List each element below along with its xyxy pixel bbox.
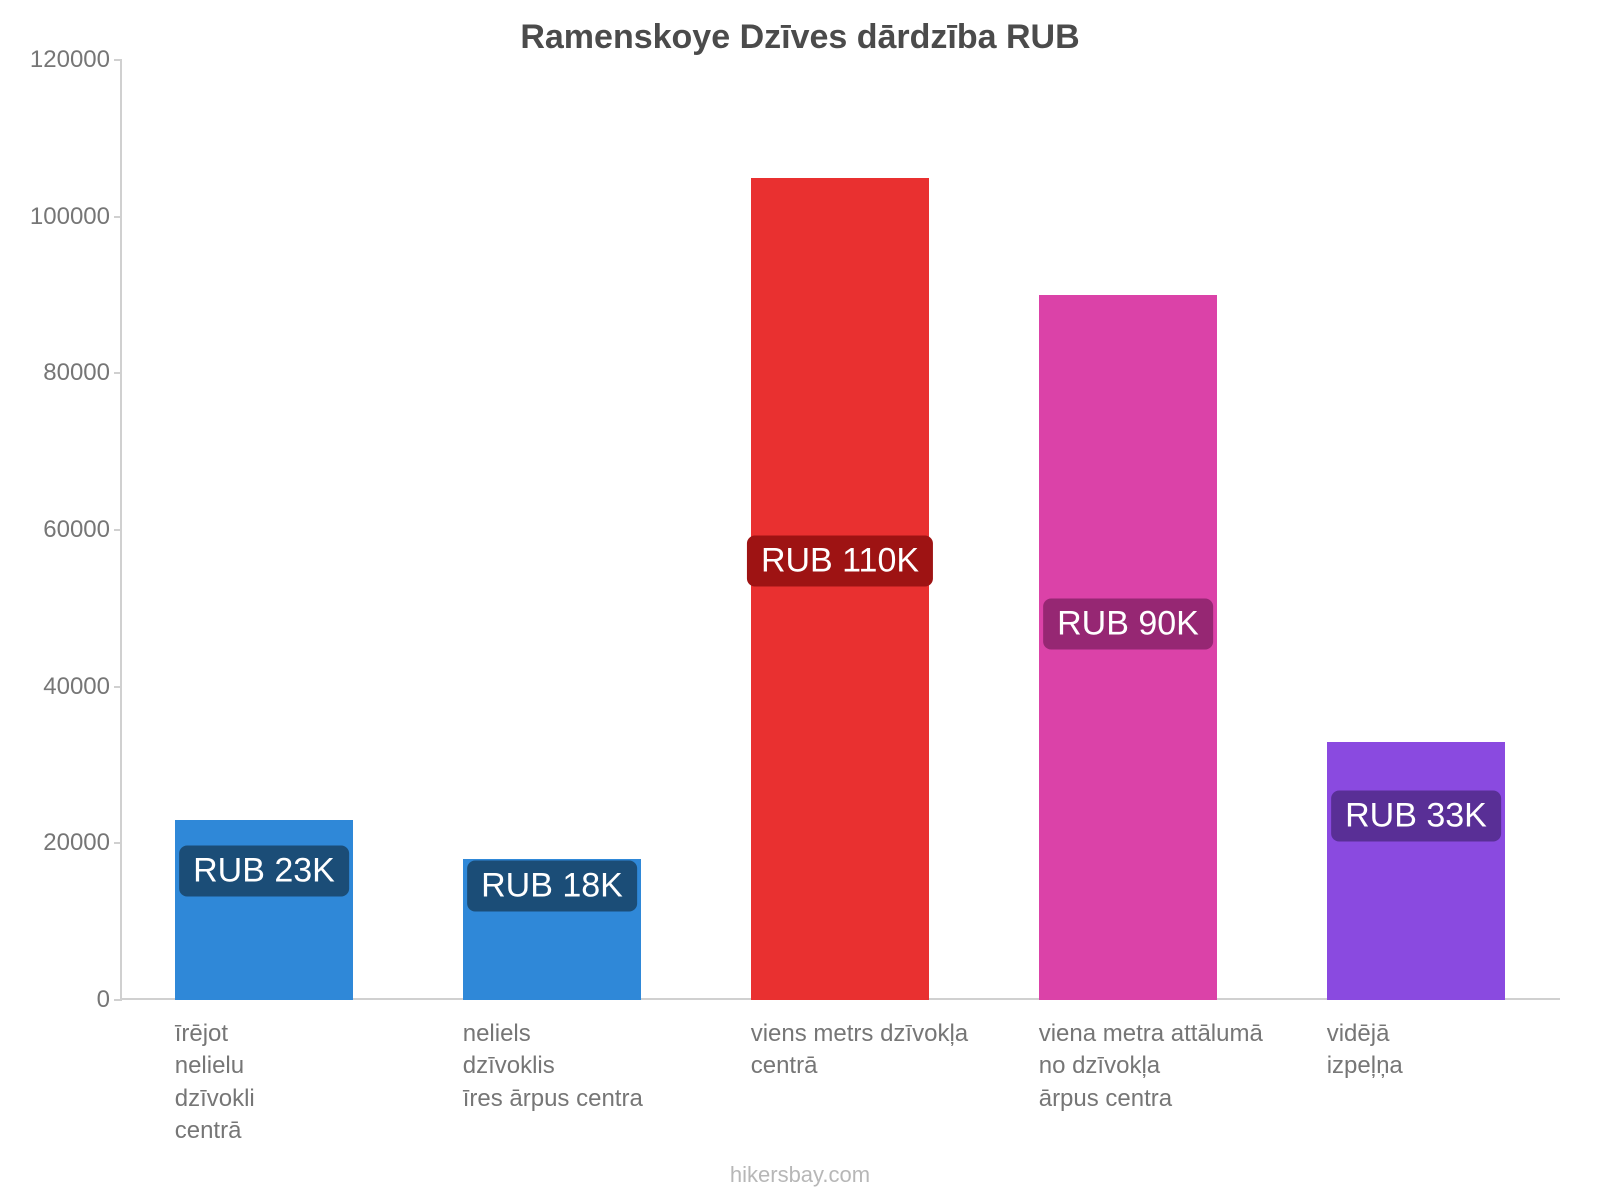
ytick-mark bbox=[114, 216, 122, 218]
ytick-mark bbox=[114, 686, 122, 688]
bar-avg-salary bbox=[1327, 742, 1506, 1001]
ytick-label: 120000 bbox=[0, 46, 110, 74]
ytick-mark bbox=[114, 529, 122, 531]
ytick-mark bbox=[114, 842, 122, 844]
bar-label-sqm-outside: RUB 90K bbox=[1043, 599, 1213, 650]
ytick-mark bbox=[114, 999, 122, 1001]
attribution-text: hikersbay.com bbox=[0, 1162, 1600, 1188]
x-label-rent-center: īrējot nelielu dzīvokli centrā bbox=[175, 1018, 414, 1148]
ytick-label: 60000 bbox=[0, 516, 110, 544]
bar-label-avg-salary: RUB 33K bbox=[1331, 790, 1501, 841]
bar-label-rent-center: RUB 23K bbox=[179, 845, 349, 896]
x-label-sqm-center: viens metrs dzīvokļa centrā bbox=[751, 1018, 990, 1083]
plot-area: RUB 23K RUB 18K RUB 110K RUB 90K RUB 33K bbox=[120, 60, 1560, 1000]
chart-container: Ramenskoye Dzīves dārdzība RUB RUB 23KRU… bbox=[0, 0, 1600, 1200]
x-axis-labels: īrējot nelielu dzīvokli centrā neliels dz… bbox=[120, 1010, 1560, 1160]
ytick-label: 0 bbox=[0, 986, 110, 1014]
ytick-label: 40000 bbox=[0, 673, 110, 701]
chart-title: Ramenskoye Dzīves dārdzība RUB bbox=[0, 18, 1600, 57]
bar-label-sqm-center: RUB 110K bbox=[747, 536, 933, 587]
ytick-mark bbox=[114, 59, 122, 61]
x-label-sqm-outside: viena metra attālumā no dzīvokļa ārpus c… bbox=[1039, 1018, 1278, 1115]
ytick-label: 100000 bbox=[0, 203, 110, 231]
ytick-mark bbox=[114, 372, 122, 374]
ytick-label: 80000 bbox=[0, 359, 110, 387]
ytick-label: 20000 bbox=[0, 829, 110, 857]
x-label-rent-outside: neliels dzīvoklis īres ārpus centra bbox=[463, 1018, 702, 1115]
x-label-avg-salary: vidējā izpeļņa bbox=[1327, 1018, 1566, 1083]
bar-sqm-center bbox=[751, 178, 930, 1001]
bar-label-rent-outside: RUB 18K bbox=[467, 861, 637, 912]
